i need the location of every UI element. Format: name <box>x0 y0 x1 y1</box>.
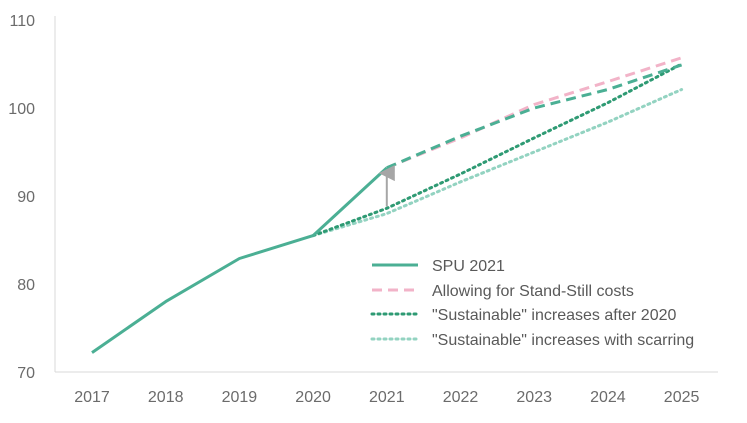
legend-label: "Sustainable" increases after 2020 <box>432 307 677 324</box>
y-tick-label: 90 <box>17 189 35 206</box>
x-tick-label: 2021 <box>369 389 405 406</box>
legend-label: "Sustainable" increases with scarring <box>432 332 694 349</box>
series-line-scarring <box>311 88 684 238</box>
x-tick-label: 2018 <box>148 389 184 406</box>
axes: 70 80 90 100 110 2017 2018 2019 2020 2021 2022 2023… <box>8 13 718 406</box>
legend: SPU 2021 Allowing for Stand-Still costs "S… <box>370 258 694 349</box>
series-line-spu-2021-dashed <box>386 63 683 170</box>
x-tick-label: 2025 <box>664 389 700 406</box>
series-group <box>91 56 684 354</box>
x-tick-label: 2017 <box>74 389 110 406</box>
series-line-sustainable <box>311 62 684 238</box>
x-tick-label: 2019 <box>222 389 258 406</box>
legend-label: SPU 2021 <box>432 258 505 275</box>
y-tick-label: 80 <box>17 277 35 294</box>
y-tick-label: 100 <box>8 101 35 118</box>
series-line-spu-2021-solid <box>91 166 388 354</box>
y-tick-label: 110 <box>9 13 35 30</box>
x-tick-label: 2020 <box>295 389 331 406</box>
x-tick-label: 2022 <box>443 389 479 406</box>
x-tick-label: 2024 <box>590 389 626 406</box>
y-tick-label: 70 <box>17 365 35 382</box>
x-tick-label: 2023 <box>516 389 552 406</box>
legend-label: Allowing for Stand-Still costs <box>432 283 634 300</box>
